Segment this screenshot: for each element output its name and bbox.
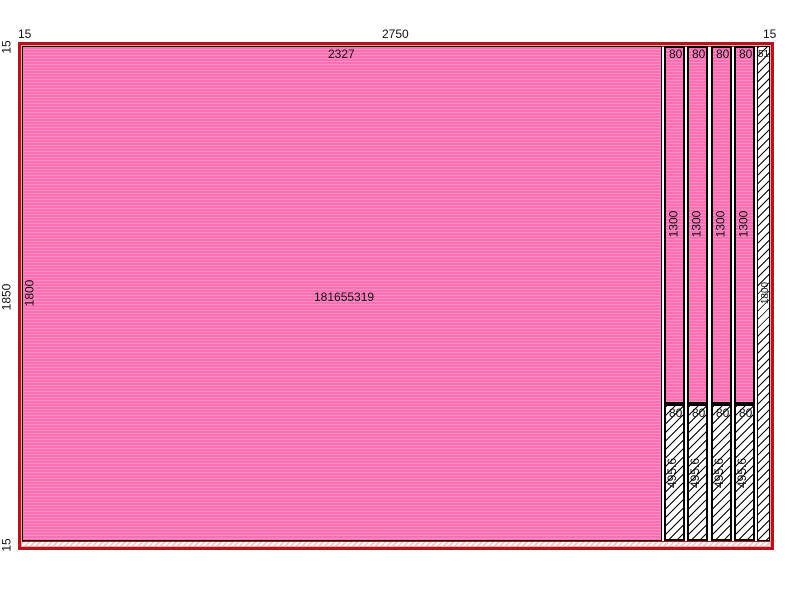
column-3-top-width: 80	[716, 47, 730, 61]
column-3-bottom-panel	[711, 404, 732, 541]
column-2-bottom-panel	[687, 404, 708, 541]
top-right-margin-label: 15	[763, 27, 777, 41]
column-3-top-height: 1300	[713, 210, 728, 238]
column-1-bottom-panel	[664, 404, 685, 541]
column-2-bottom-width: 80	[692, 406, 706, 420]
main-panel-height-label: 1800	[22, 279, 37, 307]
overall-width-label: 2750	[382, 27, 409, 41]
column-1-top-width: 80	[669, 47, 683, 61]
column-2-bottom-height: 495.6	[688, 457, 703, 489]
column-2-top-height: 1300	[689, 210, 704, 238]
column-2-top-panel	[687, 46, 708, 404]
column-3-bottom-height: 495.6	[712, 457, 727, 489]
column-3-top-panel	[711, 46, 732, 404]
column-4-bottom-width: 80	[739, 406, 753, 420]
top-left-margin-label: 15	[18, 27, 32, 41]
column-1-bottom-height: 495.6	[665, 457, 680, 489]
overall-height-label: 1850	[0, 283, 14, 311]
left-bottom-margin-label: 15	[0, 538, 14, 552]
left-top-margin-label: 15	[0, 40, 14, 54]
main-panel-width-label: 2327	[328, 47, 355, 61]
last-column-height: 1800	[760, 281, 772, 305]
column-4-top-panel	[734, 46, 755, 404]
column-4-bottom-panel	[734, 404, 755, 541]
main-panel-code-label: 181655319	[314, 290, 375, 304]
column-4-bottom-height: 495.6	[735, 457, 750, 489]
column-3-bottom-width: 80	[716, 406, 730, 420]
last-column-width: 51	[758, 49, 770, 60]
column-1-bottom-width: 80	[669, 406, 683, 420]
column-1-top-height: 1300	[666, 210, 681, 238]
column-1-top-panel	[664, 46, 685, 404]
bottom-sill-strip	[22, 541, 770, 546]
main-glass-panel	[22, 46, 662, 541]
column-4-top-height: 1300	[736, 210, 751, 238]
column-4-top-width: 80	[739, 47, 753, 61]
last-narrow-column	[757, 46, 770, 541]
column-2-top-width: 80	[692, 47, 706, 61]
